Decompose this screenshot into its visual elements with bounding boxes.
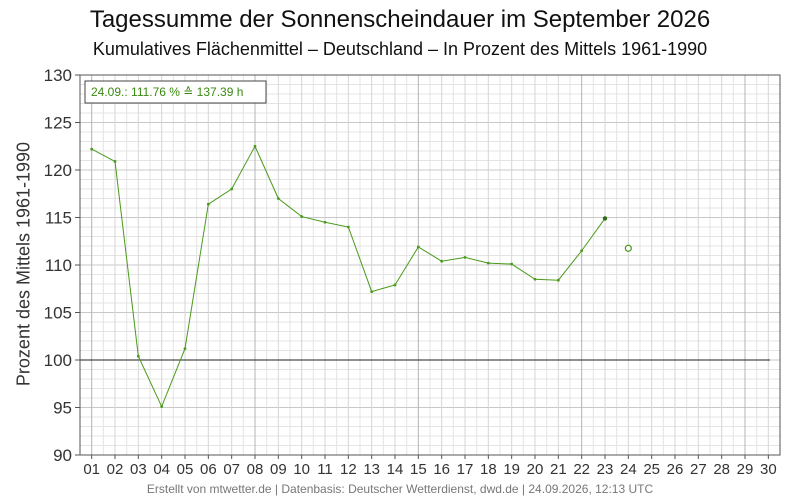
data-point	[253, 144, 257, 148]
y-tick-label: 90	[53, 446, 72, 465]
x-tick-label: 30	[760, 461, 777, 478]
x-tick-label: 10	[293, 461, 310, 478]
data-point	[602, 216, 608, 221]
x-tick-label: 23	[597, 461, 614, 478]
x-tick-label: 26	[667, 461, 684, 478]
data-point	[183, 347, 187, 350]
data-point	[90, 147, 94, 151]
x-tick-label: 18	[480, 461, 497, 478]
x-tick-label: 13	[363, 461, 380, 478]
x-tick-label: 12	[340, 461, 357, 478]
y-axis-label: Prozent des Mittels 1961-1990	[13, 141, 34, 387]
x-tick-label: 04	[153, 461, 170, 478]
y-tick-label: 130	[44, 66, 72, 85]
x-tick-label: 28	[713, 461, 730, 478]
footer-credits: Erstellt von mtwetter.de | Datenbasis: D…	[146, 482, 654, 496]
data-point	[416, 245, 420, 249]
data-point	[440, 259, 444, 263]
data-point	[510, 262, 514, 266]
chart-title: Tagessumme der Sonnenscheindauer im Sept…	[89, 6, 711, 33]
x-tick-label: 27	[690, 461, 707, 478]
annotation-box	[84, 80, 267, 104]
x-tick-label: 24	[620, 461, 637, 478]
x-tick-label: 20	[527, 461, 544, 478]
x-tick-label: 22	[573, 461, 590, 478]
y-tick-label: 95	[53, 399, 72, 418]
y-tick-label: 125	[44, 114, 72, 133]
x-tick-label: 14	[387, 461, 404, 478]
x-tick-label: 25	[643, 461, 660, 478]
y-tick-label: 120	[44, 161, 72, 180]
x-tick-label: 09	[270, 461, 287, 478]
x-tick-label: 06	[200, 461, 217, 478]
x-tick-label: 16	[433, 461, 450, 478]
x-tick-label: 07	[223, 461, 240, 478]
projection-point	[624, 244, 632, 252]
data-point	[533, 277, 537, 281]
x-tick-label: 01	[83, 461, 100, 478]
data-point	[346, 225, 350, 229]
y-tick-label: 100	[44, 351, 72, 370]
data-point	[276, 197, 280, 200]
data-point	[463, 256, 467, 259]
chart-subtitle: Kumulatives Flächenmittel – Deutschland …	[92, 39, 708, 59]
y-tick-label: 110	[45, 256, 72, 275]
data-point	[580, 249, 584, 253]
x-tick-label: 17	[457, 461, 474, 478]
x-tick-label: 05	[177, 461, 194, 478]
data-point	[113, 160, 117, 163]
y-tick-label: 115	[45, 209, 72, 228]
x-tick-label: 08	[247, 461, 264, 478]
data-point	[160, 405, 164, 408]
data-point	[323, 220, 327, 224]
x-tick-label: 29	[737, 461, 754, 478]
data-point	[300, 215, 304, 218]
x-tick-label: 15	[410, 461, 427, 478]
y-tick-label: 105	[44, 304, 72, 323]
data-point	[370, 290, 374, 293]
x-tick-label: 02	[107, 461, 124, 478]
x-tick-label: 21	[550, 461, 567, 478]
annotation-text: 24.09.: 111.76 % ≙ 137.39 h	[91, 85, 243, 99]
data-point	[230, 187, 234, 191]
data-point	[556, 278, 560, 282]
x-tick-label: 19	[503, 461, 520, 478]
x-tick-label: 11	[317, 461, 333, 478]
x-tick-label: 03	[130, 461, 147, 478]
data-point	[486, 261, 490, 265]
data-point	[393, 283, 397, 287]
data-point	[136, 354, 140, 358]
data-point	[206, 202, 210, 206]
